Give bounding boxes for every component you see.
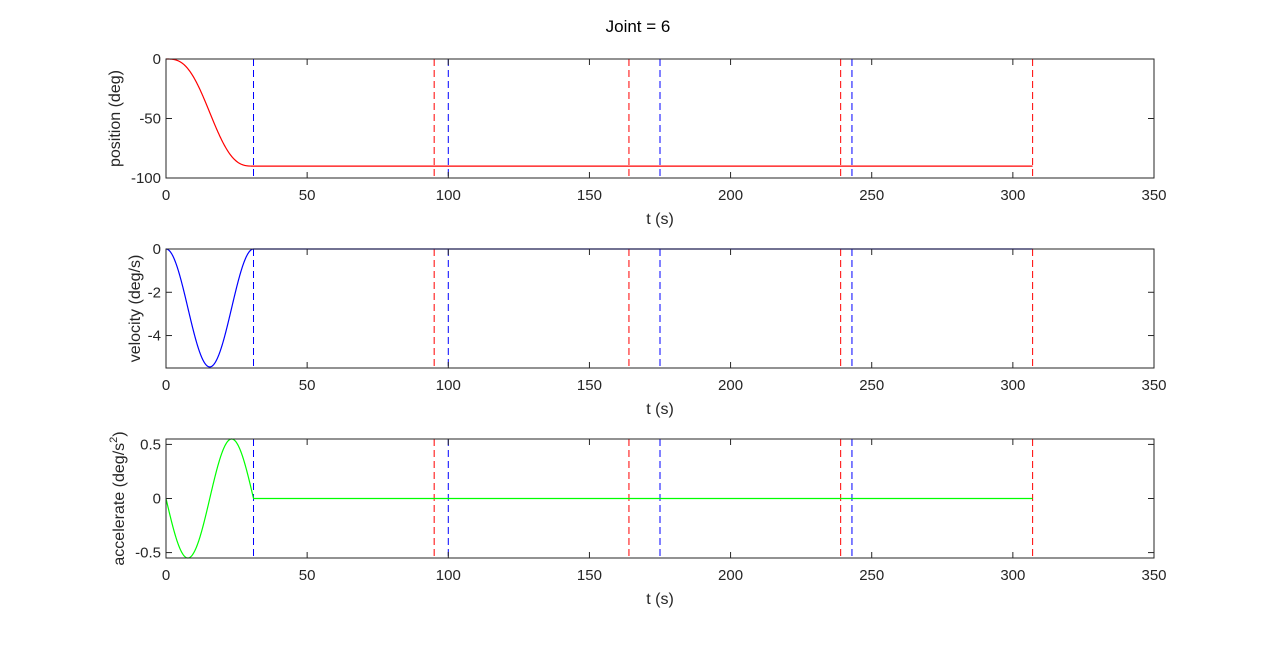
x-tick-label: 100 [436,377,461,394]
x-tick-label: 150 [577,567,602,584]
x-tick-label: 0 [162,377,170,394]
position-series-line [166,58,1033,167]
y-tick-label: 0 [153,51,161,68]
x-tick-label: 50 [299,187,316,204]
x-tick-label: 350 [1141,567,1166,584]
x-tick-label: 0 [162,567,170,584]
y-axis-label: position (deg) [107,70,124,167]
subplot-2: 0 50 100 150 200 250 300 350 -4 -2 0 t (s) velocity … [127,241,1167,418]
acceleration-series-line [165,438,1033,559]
x-tick-label: 250 [859,567,884,584]
x-tick-label: 100 [436,187,461,204]
y-tick-label: -0.5 [135,545,161,562]
x-axis-label: t (s) [646,591,674,608]
y-tick-label: 0 [153,241,161,258]
subplot-1: 0 50 100 150 200 250 300 350 -100 -50 0 t (s) positi… [107,51,1167,228]
y-axis-label-superscript: 2 [108,437,120,443]
x-tick-label: 300 [1000,567,1025,584]
y-axis-label-close: ) [111,431,128,436]
y-tick-label: -50 [139,111,161,128]
x-tick-label: 250 [859,187,884,204]
y-axis-label: velocity (deg/s) [127,255,144,363]
x-tick-label: 150 [577,187,602,204]
x-tick-label: 200 [718,377,743,394]
x-tick-label: 300 [1000,187,1025,204]
y-tick-label: 0.5 [140,436,161,453]
x-axis-label: t (s) [646,401,674,418]
y-tick-label: -100 [131,170,161,187]
velocity-series-line [165,248,1033,368]
x-tick-label: 350 [1141,187,1166,204]
x-tick-label: 250 [859,377,884,394]
x-tick-label: 200 [718,567,743,584]
x-tick-label: 350 [1141,377,1166,394]
x-tick-label: 150 [577,377,602,394]
x-tick-label: 100 [436,567,461,584]
y-axis-label: accelerate (deg/s2) [108,431,128,565]
x-tick-label: 200 [718,187,743,204]
y-tick-label: -2 [148,284,161,301]
y-tick-label: 0 [153,491,161,508]
axes-box [165,248,1155,369]
x-axis-label: t (s) [646,211,674,228]
subplot-3: 0 50 100 150 200 250 300 350-0.500.5t (s)accele… [108,431,1167,608]
y-tick-label: -4 [148,328,161,345]
x-tick-label: 50 [299,567,316,584]
x-tick-label: 0 [162,187,170,204]
x-tick-label: 50 [299,377,316,394]
x-tick-label: 300 [1000,377,1025,394]
figure-title: Joint = 6 [606,17,671,36]
